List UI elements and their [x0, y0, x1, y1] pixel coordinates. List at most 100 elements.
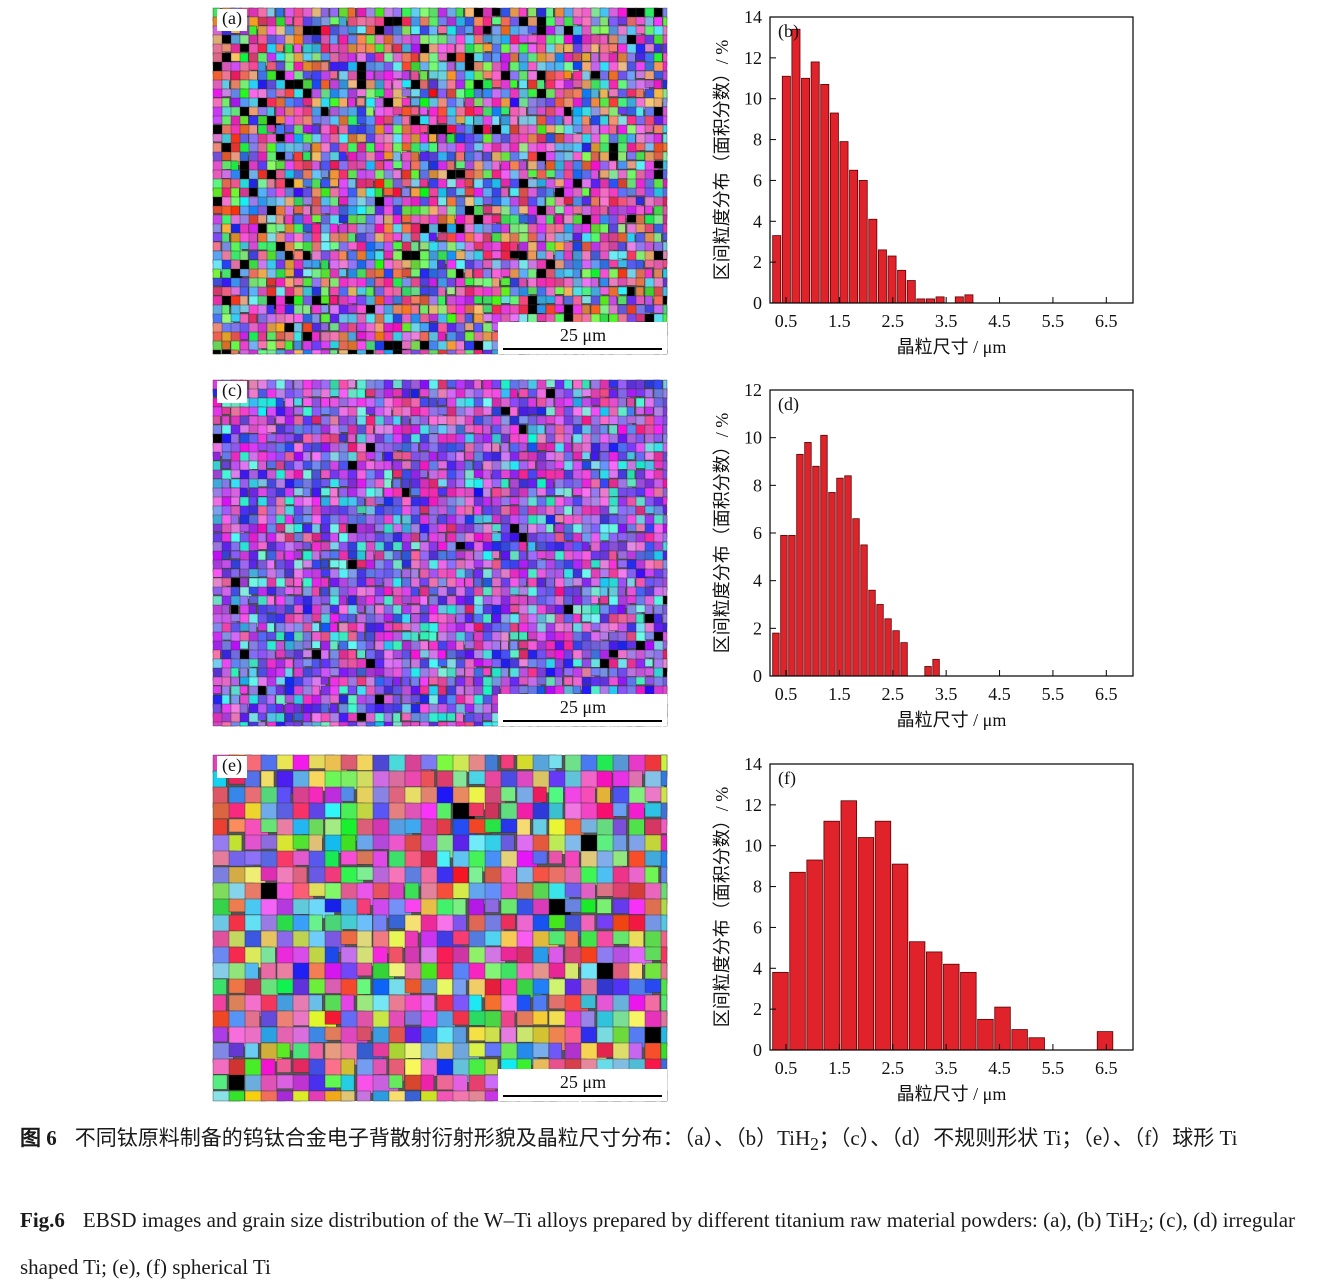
bar: [789, 871, 806, 1051]
grain: [482, 178, 494, 189]
grain: [347, 151, 357, 162]
caption-sub: 2: [810, 1134, 819, 1155]
grain: [311, 559, 321, 569]
grain: [482, 424, 491, 436]
grain: [260, 962, 277, 982]
grain: [563, 250, 573, 262]
grain: [653, 613, 663, 624]
grain: [338, 88, 349, 99]
bar: [954, 296, 964, 304]
grain: [239, 133, 249, 145]
grain: [329, 124, 338, 135]
grain: [437, 88, 447, 100]
grain: [347, 241, 358, 251]
grain: [482, 124, 491, 135]
bar: [887, 255, 897, 304]
grain: [500, 415, 511, 427]
y-tick-label: 12: [744, 795, 762, 815]
grain: [257, 721, 266, 727]
grain: [563, 433, 572, 445]
grain: [626, 52, 636, 63]
grain: [356, 415, 367, 426]
bar: [868, 589, 876, 677]
grain: [365, 460, 375, 470]
grain: [293, 586, 302, 595]
grain: [554, 277, 565, 288]
grain: [644, 1026, 662, 1044]
grain: [365, 178, 374, 188]
y-tick-label: 2: [753, 252, 762, 272]
grain: [608, 160, 617, 172]
grain: [545, 7, 554, 19]
grain: [428, 460, 439, 472]
grain: [536, 304, 547, 314]
grain: [532, 802, 550, 820]
grain: [617, 379, 627, 390]
grain: [302, 250, 311, 262]
grain: [257, 7, 268, 19]
grain: [660, 818, 668, 834]
grain: [464, 25, 474, 34]
grain: [372, 1058, 387, 1075]
grain: [293, 349, 305, 355]
grain: [464, 322, 474, 331]
x-tick-label: 4.5: [988, 311, 1011, 331]
grain: [581, 451, 591, 460]
grain: [446, 667, 457, 678]
grain: [419, 397, 429, 407]
grain: [527, 523, 538, 534]
grain: [320, 676, 329, 685]
grain: [509, 640, 518, 652]
grain: [419, 313, 430, 323]
x-tick-label: 6.5: [1095, 684, 1118, 704]
grain: [545, 388, 556, 399]
grain: [284, 586, 295, 595]
grain: [401, 79, 412, 88]
grain: [527, 460, 536, 470]
grain: [374, 241, 385, 250]
grain: [446, 676, 456, 687]
grain: [284, 568, 294, 578]
grain: [446, 712, 456, 722]
grain: [500, 460, 511, 472]
grain: [536, 286, 547, 297]
grain: [536, 106, 546, 116]
grain: [257, 313, 268, 324]
grain: [482, 487, 491, 498]
grain: [428, 133, 437, 143]
grain: [599, 106, 610, 116]
grain: [293, 397, 303, 407]
grain: [221, 340, 231, 350]
grain: [320, 52, 331, 61]
grain: [383, 88, 394, 99]
grain: [410, 178, 421, 188]
grain: [428, 88, 437, 98]
grain: [248, 460, 258, 470]
grain: [491, 160, 500, 171]
grain: [401, 187, 411, 197]
grain: [572, 268, 581, 279]
grain: [455, 550, 466, 559]
grain: [324, 802, 341, 818]
grain: [662, 595, 668, 605]
grain: [374, 295, 386, 305]
grain: [455, 250, 466, 260]
grain: [653, 52, 663, 62]
grain: [644, 151, 656, 162]
grain: [266, 169, 278, 181]
grain: [536, 232, 546, 242]
grain: [455, 277, 467, 287]
grain: [536, 43, 546, 54]
grain: [302, 478, 313, 490]
grain: [662, 604, 668, 616]
grain: [340, 930, 360, 945]
grain: [473, 133, 484, 142]
grain: [644, 978, 662, 993]
grain: [260, 802, 277, 820]
grain: [554, 514, 565, 523]
label-box: [217, 9, 247, 31]
grain: [599, 532, 610, 541]
grain: [662, 541, 668, 551]
grain: [662, 142, 668, 152]
grain: [581, 604, 592, 615]
